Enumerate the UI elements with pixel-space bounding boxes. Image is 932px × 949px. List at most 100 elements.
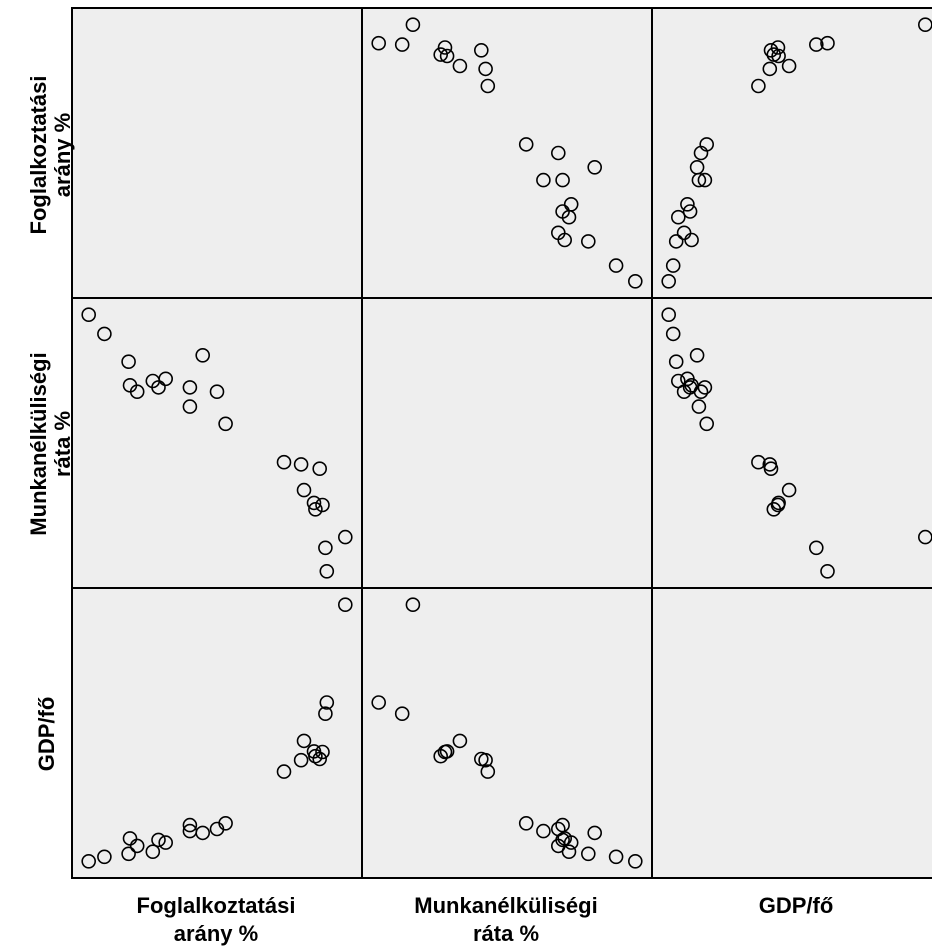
- point-r0-c2-19: [820, 35, 835, 51]
- col-label-gdp: GDP/fő: [759, 893, 834, 918]
- point-r1-c2-6: [680, 371, 695, 387]
- point-r1-c0-18: [318, 540, 333, 556]
- row-label-foglalkoztatasi-line2: arány %: [50, 113, 75, 197]
- point-r0-c2-8: [697, 172, 713, 188]
- point-r1-c2-9: [691, 399, 707, 414]
- point-r1-c0-6: [158, 371, 173, 387]
- point-r1-c2-10: [689, 347, 705, 363]
- point-r0-c1-11: [550, 145, 566, 161]
- point-r1-c2-11: [693, 384, 709, 400]
- point-r1-c0-4: [121, 354, 136, 370]
- point-r1-c0-20: [293, 457, 309, 472]
- point-r2-c1-14: [452, 733, 468, 749]
- point-r0-c2-12: [699, 137, 715, 152]
- point-r2-c0-16: [308, 748, 323, 764]
- point-r0-c2-14: [781, 58, 797, 74]
- row-label-munkanelkulisegi-line2: ráta %: [50, 411, 75, 477]
- point-r2-c1-6: [563, 835, 579, 850]
- point-r1-c2-13: [751, 454, 766, 470]
- point-r1-c0-14: [296, 482, 312, 498]
- point-r2-c0-6: [158, 835, 173, 850]
- point-r1-c0-12: [218, 416, 233, 432]
- point-r2-c1-10: [587, 825, 603, 841]
- point-r1-c0-9: [182, 399, 198, 414]
- point-r2-c1-18: [394, 706, 410, 722]
- point-r2-c1-0: [627, 853, 643, 869]
- point-r1-c0-1: [97, 326, 112, 342]
- point-r1-c0-16: [308, 501, 323, 517]
- point-r2-c0-12: [218, 815, 233, 831]
- point-r2-c0-1: [97, 849, 112, 865]
- point-r0-c2-0: [661, 273, 677, 289]
- point-r2-c1-9: [536, 823, 551, 839]
- point-r0-c2-3: [676, 225, 692, 241]
- point-r0-c1-0: [627, 273, 643, 289]
- point-r2-c0-19: [319, 695, 335, 710]
- point-r2-c1-16: [433, 748, 449, 764]
- point-r1-c2-16: [766, 501, 782, 517]
- point-r2-c1-21: [473, 751, 489, 767]
- point-r0-c1-1: [608, 258, 624, 273]
- point-r2-c1-8: [555, 817, 570, 833]
- point-r0-c2-21: [763, 42, 779, 58]
- point-r0-c2-16: [766, 47, 782, 62]
- panel-r0-c2: [651, 7, 932, 299]
- point-r0-c1-15: [439, 48, 455, 64]
- point-r0-c1-17: [437, 40, 453, 55]
- point-r0-c1-21: [473, 42, 489, 58]
- panel-r0-c0: [71, 7, 363, 299]
- point-r0-c1-12: [518, 137, 534, 152]
- point-r1-c2-5: [670, 373, 686, 389]
- col-label-foglalkoztatasi-line1: Foglalkoztatási: [137, 893, 296, 918]
- point-r1-c0-15: [306, 495, 322, 511]
- point-r2-c1-19: [371, 695, 387, 710]
- point-r2-c0-4: [121, 846, 136, 862]
- point-r1-c2-12: [699, 416, 715, 432]
- point-r2-c0-8: [182, 817, 198, 833]
- point-r1-c0-22: [337, 529, 353, 545]
- point-r0-c1-9: [536, 172, 551, 188]
- point-r2-c0-17: [315, 744, 330, 760]
- panel-r2-c2: [651, 587, 932, 879]
- point-r2-c0-13: [276, 764, 292, 779]
- panel-r2-c1: [361, 587, 653, 879]
- point-r2-c1-5: [561, 844, 577, 860]
- point-r0-c1-8: [555, 172, 570, 188]
- point-r0-c2-20: [762, 61, 778, 77]
- point-r1-c0-13: [276, 454, 292, 470]
- point-r2-c1-13: [480, 764, 496, 779]
- point-r2-c0-0: [81, 853, 96, 869]
- point-r2-c0-21: [312, 751, 328, 767]
- point-r0-c2-13: [751, 78, 766, 94]
- point-r1-c0-21: [312, 461, 328, 477]
- panel-r0-c1: [361, 7, 653, 299]
- point-r0-c1-13: [480, 78, 496, 94]
- point-r2-c0-18: [318, 706, 333, 722]
- panel-r2-c0: [71, 587, 363, 879]
- point-r0-c1-19: [371, 35, 387, 51]
- col-label-foglalkoztatasi-line2: arány %: [174, 921, 258, 946]
- point-r0-c2-18: [808, 37, 824, 52]
- point-r2-c0-10: [195, 825, 210, 841]
- col-label-munkanelkulisegi-line1: Munkanélküliségi: [414, 893, 597, 918]
- point-r1-c0-3: [129, 384, 145, 400]
- point-r2-c0-5: [145, 844, 161, 860]
- point-r0-c1-16: [433, 47, 449, 62]
- point-r0-c2-17: [770, 40, 786, 55]
- panel-r1-c2: [651, 297, 932, 589]
- point-r1-c0-19: [319, 563, 335, 579]
- point-r1-c0-8: [182, 380, 198, 395]
- point-r0-c1-18: [394, 37, 410, 52]
- point-r2-c1-11: [550, 821, 566, 837]
- point-r1-c0-7: [151, 380, 166, 395]
- point-r0-c1-10: [587, 160, 603, 175]
- point-r1-c2-19: [820, 563, 835, 579]
- point-r0-c1-3: [550, 225, 566, 241]
- point-r2-c0-7: [151, 832, 166, 848]
- point-r1-c2-8: [697, 380, 713, 395]
- point-r0-c2-7: [682, 204, 698, 219]
- point-r0-c2-6: [680, 197, 695, 212]
- point-r2-c1-17: [437, 744, 453, 760]
- row-label-munkanelkulisegi-line1: Munkanélküliségi: [26, 352, 51, 535]
